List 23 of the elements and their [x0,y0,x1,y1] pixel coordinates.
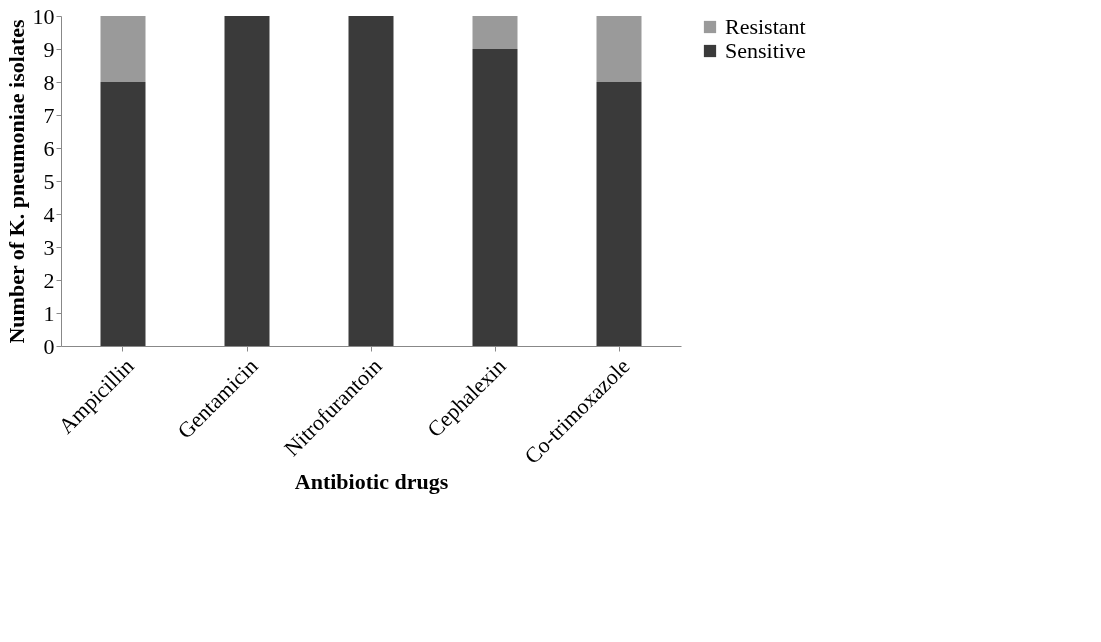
x-axis-title: Antibiotic drugs [294,468,449,494]
bar [596,16,642,82]
y-tick-label: 0 [43,333,55,359]
y-tick-label: 7 [43,102,55,128]
bar [472,49,518,346]
legend-label: Sensitive [725,38,806,63]
y-tick-label: 4 [43,201,55,227]
y-tick-label: 10 [32,3,55,29]
y-axis-title: Number of K. pneumoniae isolates [3,19,29,344]
y-tick-label: 2 [43,267,55,293]
bar [100,82,146,346]
y-tick-label: 9 [43,36,55,62]
y-tick-label: 5 [43,168,55,194]
y-tick-label: 8 [43,69,55,95]
bar [472,16,518,49]
y-tick-label: 6 [43,135,55,161]
bar [224,16,270,346]
bar [100,16,146,82]
bar [596,82,642,346]
bar [348,16,394,346]
legend-label: Resistant [725,14,806,39]
y-tick-label: 1 [43,300,55,326]
y-tick-label: 3 [43,234,55,260]
